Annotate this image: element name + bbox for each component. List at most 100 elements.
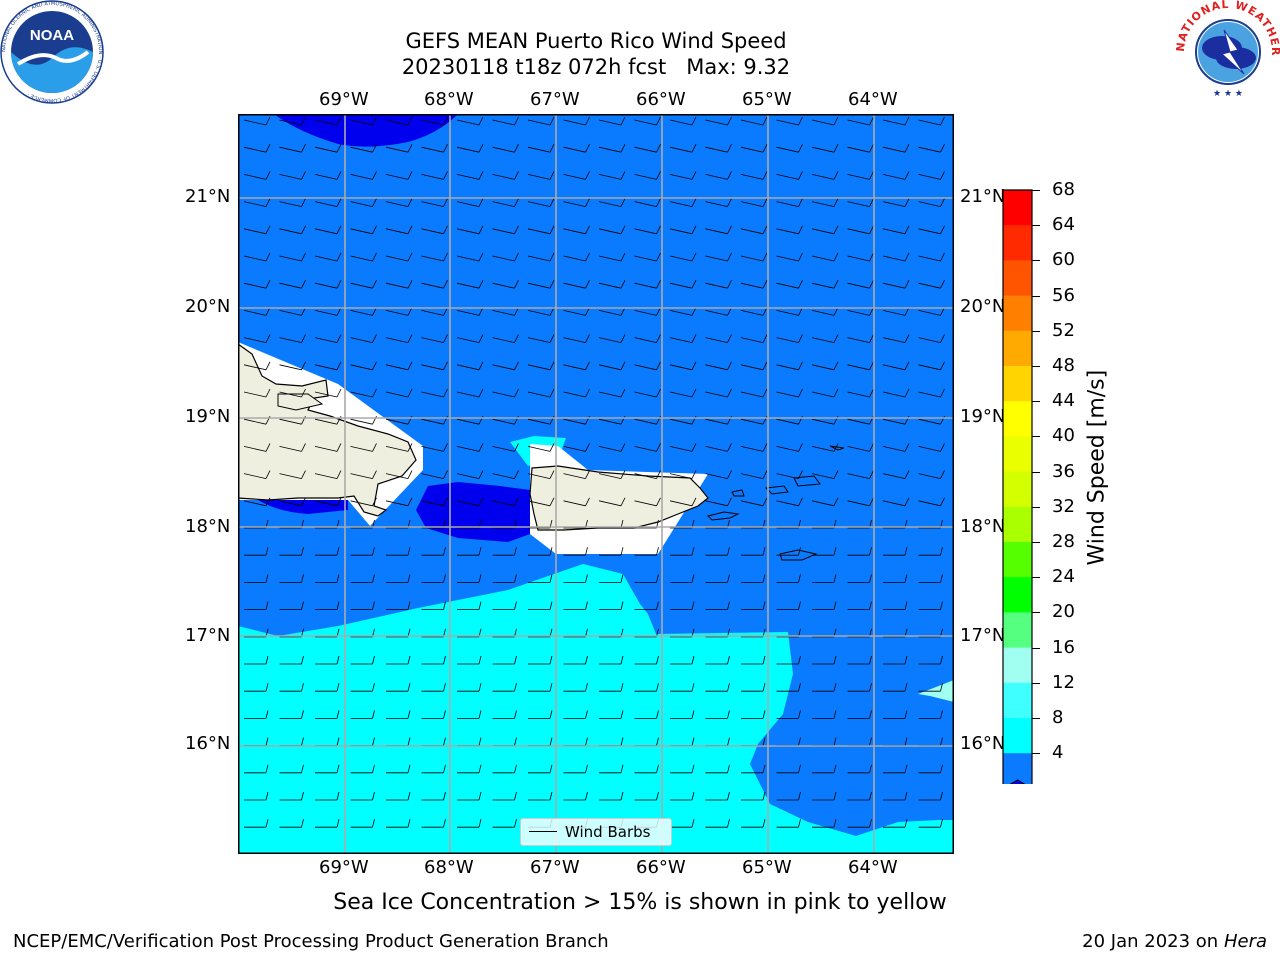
colorbar-tick-mark (1032, 542, 1040, 543)
wind-barb (243, 252, 271, 262)
wind-barb (847, 361, 874, 371)
lat-label-left: 17°N (185, 625, 231, 646)
colorbar-segment (1003, 612, 1032, 649)
wind-barb (882, 252, 910, 262)
wind-barb (492, 819, 517, 828)
wind-barb (421, 361, 448, 371)
wind-barb (705, 225, 732, 235)
lon-label-top: 64°W (848, 89, 898, 110)
wind-barb (385, 198, 413, 207)
wind-barb (847, 497, 874, 507)
colorbar-tick-label: 60 (1052, 249, 1075, 271)
wind-barb (776, 443, 803, 452)
wind-barb (705, 683, 730, 692)
wind-barb (705, 252, 732, 262)
wind-barb (634, 655, 659, 665)
wind-barb (670, 791, 695, 801)
wind-barb (492, 225, 519, 235)
wind-barb (634, 601, 659, 610)
wind-barb (421, 470, 448, 479)
wind-barb (812, 819, 837, 828)
wind-barb (669, 116, 697, 126)
colorbar-tick-label: 68 (1052, 179, 1075, 200)
island (779, 549, 818, 561)
map-panel: Wind Barbs (238, 114, 954, 854)
wind-barb (563, 764, 588, 774)
wind-barb (634, 764, 659, 774)
wind-barb (421, 710, 446, 719)
wind-barb (811, 116, 839, 126)
wind-barb (350, 443, 377, 452)
wind-barb (279, 547, 304, 556)
wind-barb (599, 764, 624, 774)
wind-barb (279, 819, 304, 828)
colorbar-segment (1003, 471, 1032, 508)
wind-barb (598, 361, 626, 371)
wind-barb (741, 574, 766, 583)
wind-barb (918, 280, 945, 289)
wind-barb (740, 225, 768, 235)
wind-barb (243, 198, 271, 207)
wind-barb (669, 144, 697, 153)
wind-barb (350, 710, 375, 719)
wind-barb (492, 655, 517, 665)
wind-barb (705, 470, 732, 479)
wind-barb (563, 655, 588, 665)
wind-barb (776, 116, 803, 126)
wind-barb (705, 655, 730, 665)
wind-barb (421, 171, 448, 180)
wind-barb (918, 225, 945, 235)
wind-barb (279, 655, 304, 665)
lat-label-right: 18°N (960, 516, 1004, 537)
wind-barb (456, 116, 484, 126)
wind-barb (669, 171, 697, 180)
wind-barb (918, 791, 943, 801)
wind-barb (705, 819, 730, 828)
wind-barb (315, 791, 340, 801)
wind-barb (528, 710, 553, 719)
wind-barb (243, 225, 271, 235)
wind-barb (670, 655, 695, 665)
legend-line (529, 831, 557, 832)
footer-date: 20 Jan 2023 on Hera (1082, 931, 1267, 952)
wind-barb (243, 470, 271, 479)
wind-barb (918, 171, 945, 180)
wind-barb (811, 198, 839, 207)
wind-barb (457, 547, 482, 556)
colorbar-title: Wind Speed [m/s] (1084, 369, 1110, 566)
wind-barb (421, 225, 448, 235)
wind-barb (563, 791, 588, 801)
wind-barb (741, 601, 766, 610)
lat-label-left: 21°N (185, 186, 231, 207)
wind-barb (456, 443, 484, 452)
wind-barb (563, 683, 588, 692)
wind-barb (386, 710, 411, 719)
wind-barb (492, 198, 519, 207)
wind-barb (705, 116, 732, 126)
wind-barb (847, 819, 872, 828)
wind-barb (776, 791, 801, 801)
wind-barb (386, 655, 411, 665)
wind-barb (883, 655, 908, 665)
colorbar-tick-label: 32 (1052, 495, 1075, 517)
wind-barb (634, 470, 661, 479)
sea-ice-caption: Sea Ice Concentration > 15% is shown in … (333, 890, 947, 915)
colorbar-segment (1003, 506, 1032, 543)
wind-barb (386, 819, 411, 828)
wind-barb (705, 334, 732, 343)
wind-barb (527, 334, 555, 343)
wind-barb (776, 683, 801, 692)
wind-barb (634, 116, 661, 126)
wind-barb (598, 388, 626, 398)
island (731, 489, 745, 497)
wind-barb (669, 443, 697, 452)
wind-barb (456, 497, 484, 507)
wind-barb (670, 683, 695, 692)
wind-barb (705, 601, 730, 610)
wind-barb (918, 198, 945, 207)
island (793, 475, 821, 487)
wind-barb (669, 280, 697, 289)
colorbar-tick-label: 56 (1052, 284, 1075, 306)
colorbar-tick-label: 8 (1052, 707, 1064, 728)
wind-barb (705, 144, 732, 153)
